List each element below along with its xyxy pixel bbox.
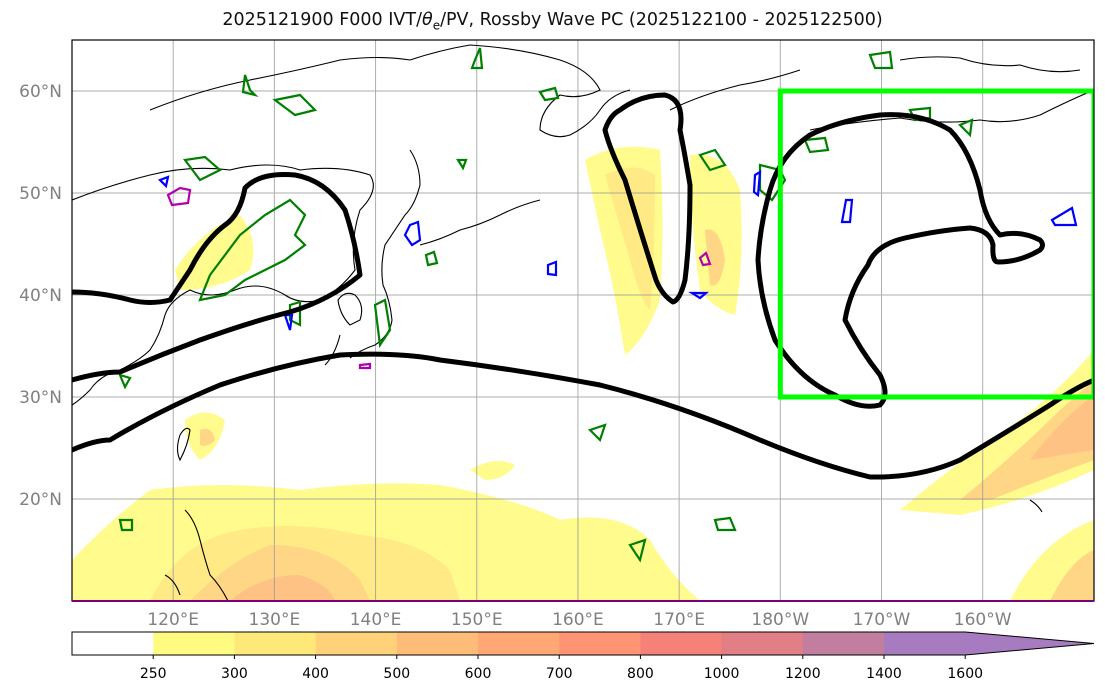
theta-e-contours xyxy=(118,47,974,563)
lon-label: 150°E xyxy=(451,610,503,630)
colorbar-label: 1400 xyxy=(866,666,902,682)
lat-label: 50°N xyxy=(19,184,62,204)
lat-label: 60°N xyxy=(19,82,62,102)
colorbar-segment xyxy=(153,632,235,655)
coastlines xyxy=(72,44,1094,601)
lon-label: 170°W xyxy=(853,610,911,630)
map-title: 2025121900 F000 IVT/θe/PV, Rossby Wave P… xyxy=(222,10,883,33)
colorbar-segment xyxy=(640,632,723,655)
colorbar-outline xyxy=(71,631,1095,656)
colorbar-label: 400 xyxy=(302,666,329,682)
colorbar-label: 1200 xyxy=(785,666,821,682)
colorbar-tick-labels: 250 300 400 500 600 700 800 1000 1200 1400 1600 xyxy=(140,655,983,682)
lat-label: 20°N xyxy=(19,490,62,510)
pv-2pvu-contour xyxy=(72,92,1094,480)
colorbar-segment xyxy=(721,632,804,655)
lon-label: 180°W xyxy=(751,610,809,630)
lon-label: 130°E xyxy=(249,610,301,630)
colorbar-segment xyxy=(802,632,885,655)
lon-label: 140°E xyxy=(350,610,402,630)
colorbar-label: 300 xyxy=(221,666,248,682)
lon-label: 170°E xyxy=(653,610,705,630)
colorbar-label: 250 xyxy=(140,666,167,682)
colorbar-label: 1000 xyxy=(704,666,740,682)
colorbar-label: 600 xyxy=(465,666,492,682)
ivt-shading xyxy=(72,146,1094,601)
colorbar-segment xyxy=(396,632,479,655)
colorbar-label: 800 xyxy=(627,666,654,682)
colorbar-segment xyxy=(559,632,641,655)
lat-label: 30°N xyxy=(19,388,62,408)
theta-e-cold-contours xyxy=(158,169,1078,331)
lon-label: 160°E xyxy=(552,610,604,630)
colorbar-label: 500 xyxy=(383,666,410,682)
colorbar-label: 1600 xyxy=(947,666,983,682)
latitude-tick-labels: 60°N 50°N 40°N 30°N 20°N xyxy=(19,82,62,510)
colorbar-segment xyxy=(478,632,560,655)
longitude-tick-labels: 120°E 130°E 140°E 150°E 160°E 170°E 180°W 170°W… xyxy=(147,610,1011,630)
lon-label: 120°E xyxy=(147,610,199,630)
colorbar-segment xyxy=(234,632,317,655)
colorbar-segment xyxy=(72,632,154,655)
ivt-colorbar xyxy=(71,631,1095,656)
rossby-wave-region-box xyxy=(777,88,1094,400)
pv-anomaly-contours xyxy=(166,186,712,370)
colorbar-segment xyxy=(315,632,398,655)
colorbar-extend-arrow xyxy=(965,632,1094,655)
colorbar-label: 700 xyxy=(546,666,573,682)
lon-label: 160°W xyxy=(954,610,1012,630)
colorbar-segment xyxy=(884,632,966,655)
lat-label: 40°N xyxy=(19,286,62,306)
